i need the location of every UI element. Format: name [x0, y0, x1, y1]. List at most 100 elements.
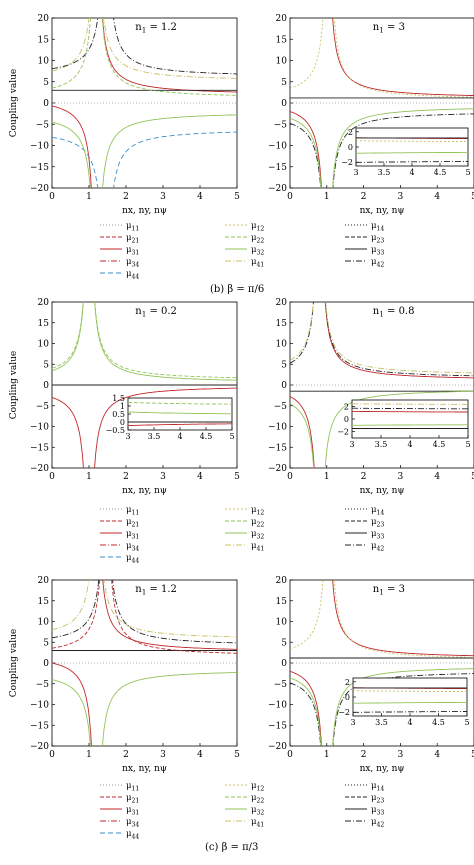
inset-axis-2-ytick-label: 0 — [120, 418, 125, 427]
axis-4-ytick-label: 15 — [38, 597, 50, 607]
axis-2-xtick-label: 5 — [234, 472, 240, 482]
series-μ32 — [52, 302, 237, 381]
axis-3-ytick-label: −10 — [268, 423, 287, 433]
legend-label-μ32: μ32 — [251, 245, 264, 257]
axis-4-ytick-label: 0 — [43, 659, 49, 669]
panel-title: n1 = 3 — [373, 584, 405, 597]
caption-0: (b) β = π/6 — [210, 284, 264, 295]
axis-2-xtick-label: 3 — [160, 472, 166, 482]
x-axis-label: nx, ny, nψ — [122, 764, 167, 774]
axis-4-xtick-label: 1 — [86, 750, 92, 760]
inset-axis-2-ytick-label: 0.5 — [112, 410, 125, 419]
series-μ41 — [52, 18, 237, 79]
axis-0-xtick-label: 0 — [49, 192, 55, 202]
legend-label-μ32: μ32 — [251, 805, 264, 817]
legend-label-μ31: μ31 — [126, 805, 139, 817]
axis-2-xtick-label: 4 — [197, 472, 203, 482]
series-μ31 — [52, 580, 237, 746]
y-axis-label: Coupling value — [9, 351, 19, 420]
axis-2-xtick-label: 1 — [86, 472, 92, 482]
legend-label-μ22: μ22 — [251, 517, 264, 529]
axis-4-ytick-label: 5 — [43, 638, 49, 648]
inset-axis-2-ytick-label: 1 — [120, 402, 125, 411]
inset-axis-5-frame — [352, 677, 468, 717]
series-μ41 — [290, 302, 474, 374]
legend-label-μ21: μ21 — [126, 517, 139, 529]
legend-0: μ11 μ12 μ14 μ21 μ22 μ23 μ31 μ32 μ33 μ34 μ41 μ42 μ44 — [100, 221, 384, 281]
axis-4-xtick-label: 5 — [234, 750, 240, 760]
panel-bottom-left: 0 1 2 3 4 5 20 15 10 5 0 −5 −10 −15 −20 n1 = 1.2 nx, ny,… — [9, 576, 240, 774]
axis-4-xtick-label: 2 — [123, 750, 129, 760]
axis-5-xtick-label: 0 — [287, 750, 293, 760]
legend-label-μ34: μ34 — [126, 817, 139, 829]
legend-label-μ11: μ11 — [126, 781, 139, 793]
x-axis-label: nx, ny, nψ — [122, 206, 167, 216]
inset-middle-left: 3 3.5 4 4.5 5 1.510.50−0.5 — [106, 394, 235, 441]
inset-axis-1-xtick-label: 3.5 — [378, 168, 391, 177]
axis-2-xtick-label: 0 — [49, 472, 55, 482]
axis-5-xtick-label: 2 — [361, 750, 367, 760]
legend-label-μ23: μ23 — [371, 233, 384, 245]
x-axis-label: nx, ny, nψ — [360, 486, 405, 496]
inset-axis-5-ytick-label: −2 — [338, 708, 350, 717]
legend-label-μ33: μ33 — [371, 529, 384, 541]
legend-label-μ42: μ42 — [371, 541, 384, 553]
axis-4-ytick-label: 10 — [38, 618, 50, 628]
axis-2-ytick-label: 20 — [38, 298, 50, 308]
legend-label-μ21: μ21 — [126, 233, 139, 245]
inset-axis-3-ytick-label: −2 — [337, 428, 349, 437]
legend-label-μ12: μ12 — [251, 781, 264, 793]
axis-0-xtick-label: 5 — [234, 192, 240, 202]
axis-1-ytick-label: −15 — [268, 163, 287, 173]
inset-axis-3-xtick-label: 5 — [465, 440, 470, 449]
axis-5-ytick-label: 5 — [281, 638, 287, 648]
legend-label-μ14: μ14 — [371, 221, 384, 233]
axis-2-xtick-label: 2 — [123, 472, 129, 482]
axis-1-ytick-label: 10 — [276, 57, 288, 67]
inset-axis-5-ytick-label: 0 — [345, 693, 350, 702]
inset-axis-2-ytick-label: −0.5 — [106, 426, 125, 435]
legend-label-μ31: μ31 — [126, 529, 139, 541]
axis-5-ytick-label: 15 — [276, 597, 288, 607]
legend-label-μ23: μ23 — [371, 793, 384, 805]
legend-label-μ44: μ44 — [126, 553, 139, 565]
inset-axis-3-ytick-label: 0 — [344, 415, 349, 424]
inset-axis-2-xtick-label: 5 — [229, 432, 234, 441]
axis-3-xtick-label: 3 — [398, 472, 404, 482]
inset-axis-2-xtick-label: 4.5 — [200, 432, 213, 441]
axis-4-ytick-label: 20 — [38, 576, 50, 586]
axis-3-xtick-label: 4 — [434, 472, 440, 482]
inset-axis-2-xtick-label: 3 — [125, 432, 130, 441]
axis-1-xtick-label: 0 — [287, 192, 293, 202]
inset-series-μ32 — [353, 701, 467, 704]
inset-series-μ12 — [353, 690, 467, 693]
inset-axis-3-xtick-label: 4.5 — [433, 440, 446, 449]
axis-3-ytick-label: −5 — [274, 402, 288, 412]
axis-5-ytick-label: 10 — [276, 618, 288, 628]
legend-label-μ21: μ21 — [126, 793, 139, 805]
inset-series-μ12 — [356, 140, 468, 143]
inset-series-μ42 — [353, 711, 467, 713]
axis-2-ytick-label: −10 — [30, 423, 49, 433]
axis-5-ytick-label: −15 — [268, 721, 287, 731]
panel-title: n1 = 1.2 — [135, 22, 177, 35]
inset-axis-3-xtick-label: 3 — [349, 440, 354, 449]
axis-1-ytick-label: −10 — [268, 142, 287, 152]
axis-5-ytick-label: −5 — [274, 680, 288, 690]
inset-axis-1-ytick-label: 0 — [348, 143, 353, 152]
legend-label-μ22: μ22 — [251, 793, 264, 805]
series-μ31 — [290, 302, 474, 468]
axis-0-xtick-label: 3 — [160, 192, 166, 202]
x-axis-label: nx, ny, nψ — [360, 206, 405, 216]
inset-axis-2-xtick-label: 4 — [177, 432, 182, 441]
axis-3-ytick-label: −20 — [268, 464, 287, 474]
inset-axis-1-xtick-label: 4.5 — [434, 168, 447, 177]
axis-3-xtick-label: 1 — [324, 472, 330, 482]
axis-5-ytick-label: 20 — [276, 576, 288, 586]
axis-5-ytick-label: −10 — [268, 701, 287, 711]
axis-2-ytick-label: −20 — [30, 464, 49, 474]
axis-0-ytick-label: −15 — [30, 163, 49, 173]
axis-0-xtick-label: 2 — [123, 192, 129, 202]
inset-series-μ22 — [128, 401, 232, 405]
series-μ42 — [52, 580, 237, 644]
